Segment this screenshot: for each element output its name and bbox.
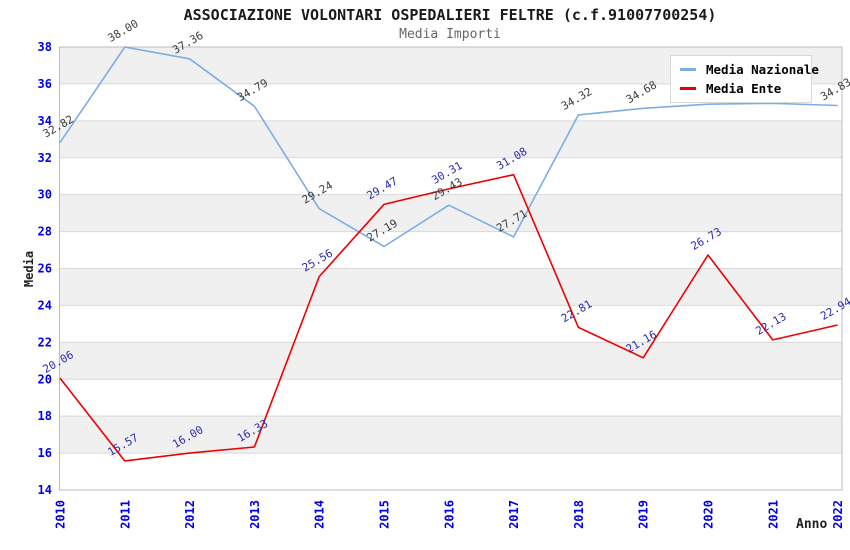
legend-label: Media Nazionale — [706, 62, 819, 77]
x-tick-label: 2021 — [766, 500, 780, 529]
y-tick-label: 16 — [38, 446, 52, 460]
grid-band — [59, 342, 842, 380]
grid-band — [59, 120, 842, 158]
y-tick-label: 36 — [38, 77, 52, 91]
grid-band — [59, 268, 842, 306]
legend-item-media-ente: Media Ente — [671, 79, 811, 98]
x-tick-label: 2013 — [248, 500, 262, 529]
legend: Media Nazionale Media Ente — [670, 55, 819, 103]
grid-band — [59, 194, 842, 232]
series-line-media-nazionale — [59, 46, 838, 248]
y-tick-label: 14 — [38, 483, 52, 497]
legend-swatch-icon — [680, 68, 696, 71]
x-tick-label: 2014 — [313, 500, 327, 529]
x-tick-label: 2016 — [442, 500, 456, 529]
y-tick-label: 24 — [38, 298, 52, 312]
x-tick-label: 2011 — [118, 500, 132, 529]
x-tick-label: 2022 — [831, 500, 845, 529]
legend-label: Media Ente — [706, 81, 782, 96]
x-tick-label: 2012 — [183, 500, 197, 529]
y-axis-title: Media — [22, 250, 37, 288]
legend-item-media-nazionale: Media Nazionale — [671, 60, 819, 79]
plot-border — [59, 46, 843, 491]
x-tick-label: 2017 — [507, 500, 521, 529]
y-tick-label: 32 — [38, 151, 52, 165]
y-tick-label: 22 — [38, 335, 52, 349]
chart-subtitle: Media Importi — [399, 27, 501, 42]
y-tick-label: 20 — [38, 372, 52, 386]
legend-swatch-icon — [680, 87, 696, 90]
y-tick-label: 34 — [38, 114, 52, 128]
x-tick-label: 2020 — [702, 500, 716, 529]
y-tick-label: 26 — [38, 262, 52, 276]
x-tick-label: 2018 — [572, 500, 586, 529]
grid-band — [59, 416, 842, 454]
y-tick-label: 30 — [38, 188, 52, 202]
y-tick-label: 28 — [38, 225, 52, 239]
y-tick-label: 38 — [38, 40, 52, 54]
x-tick-label: 2010 — [54, 500, 68, 529]
series-line-media-ente — [59, 173, 838, 462]
x-tick-label: 2019 — [637, 500, 651, 529]
chart-title: ASSOCIAZIONE VOLONTARI OSPEDALIERI FELTR… — [183, 6, 717, 24]
x-axis-title: Anno — [796, 517, 828, 532]
y-tick-label: 18 — [38, 409, 52, 423]
x-tick-label: 2015 — [378, 500, 392, 529]
